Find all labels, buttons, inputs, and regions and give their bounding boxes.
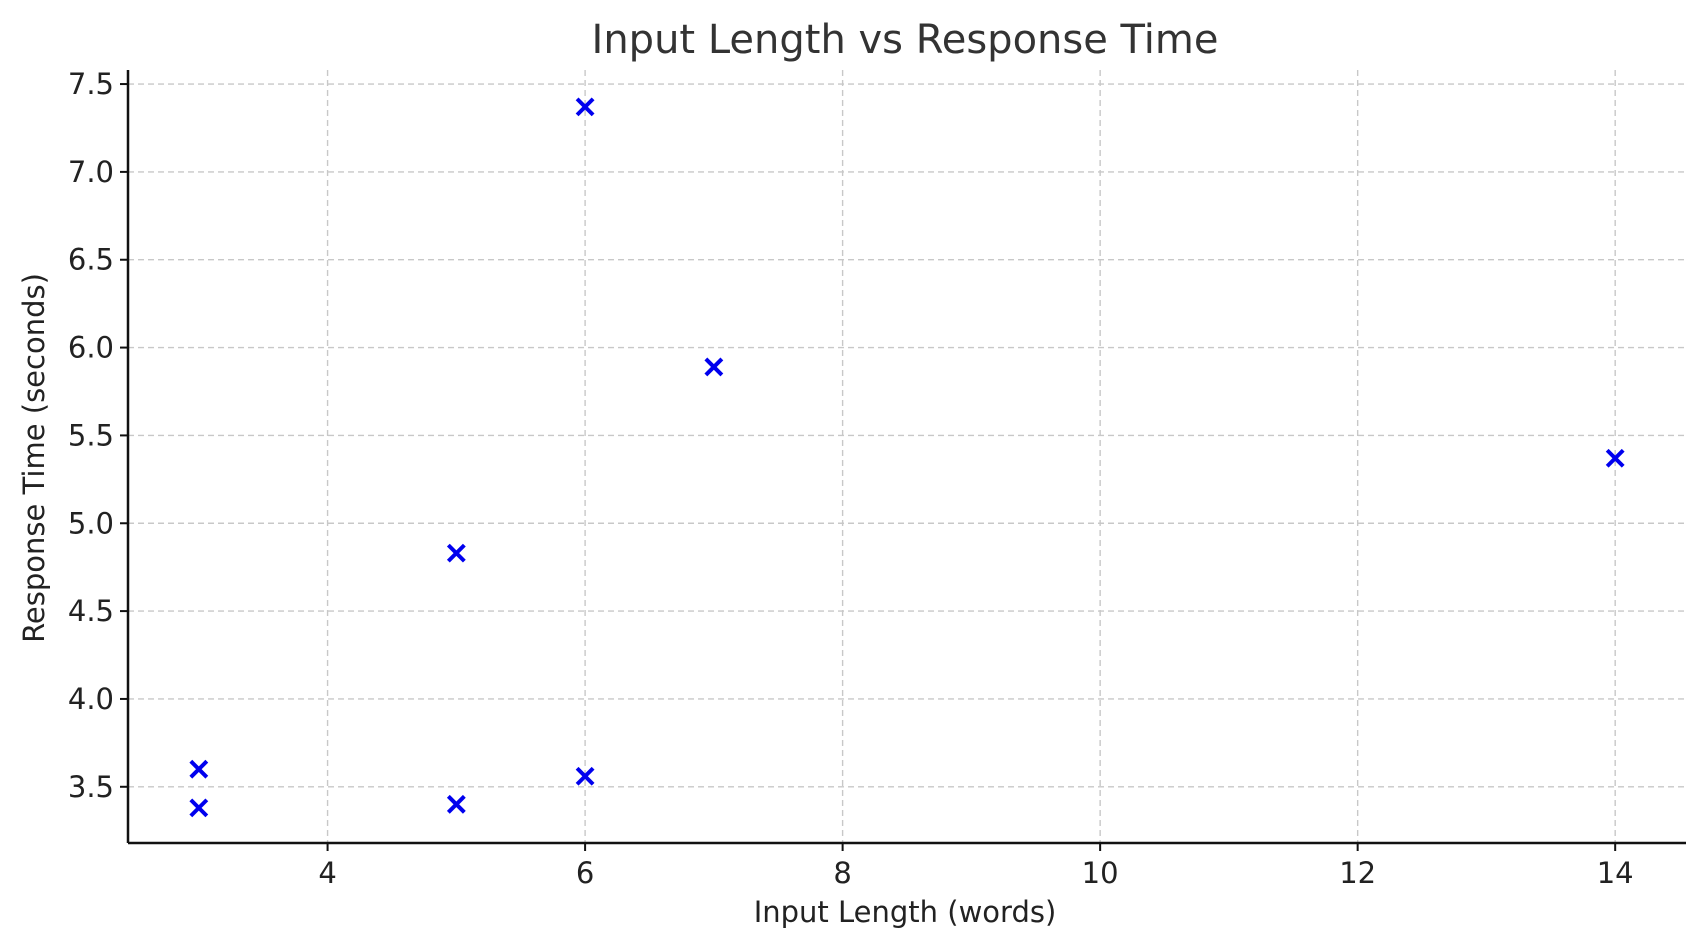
grid-lines: [128, 70, 1686, 843]
x-tick-label: 4: [318, 856, 336, 890]
y-axis-label: Response Time (seconds): [17, 273, 51, 643]
axis-ticks: 4 6 8 10 12 14 3.5 4.0 4.5 5.0 5.5 6.0 6.5 7.0 7.5: [68, 67, 1634, 890]
data-point: [446, 543, 466, 563]
y-tick-label: 7.0: [68, 155, 114, 189]
y-tick-label: 3.5: [68, 770, 114, 804]
x-tick-label: 6: [576, 856, 594, 890]
data-point: [704, 357, 724, 377]
data-point: [446, 794, 466, 814]
x-tick-label: 10: [1082, 856, 1119, 890]
data-points: [189, 97, 1625, 818]
y-tick-label: 4.5: [68, 594, 114, 628]
y-tick-label: 5.5: [68, 418, 114, 452]
y-tick-label: 5.0: [68, 506, 114, 540]
data-point: [1605, 448, 1625, 468]
data-point: [189, 759, 209, 779]
data-point: [189, 798, 209, 818]
y-tick-label: 6.5: [68, 243, 114, 277]
y-tick-label: 4.0: [68, 682, 114, 716]
data-point: [575, 766, 595, 786]
data-point: [575, 97, 595, 117]
y-tick-label: 6.0: [68, 331, 114, 365]
axes-spines: [126, 70, 1686, 845]
x-tick-label: 12: [1339, 856, 1376, 890]
chart-title: Input Length vs Response Time: [592, 17, 1219, 63]
x-tick-label: 14: [1597, 856, 1634, 890]
x-tick-label: 8: [833, 856, 851, 890]
y-tick-label: 7.5: [68, 67, 114, 101]
x-axis-label: Input Length (words): [754, 895, 1057, 929]
